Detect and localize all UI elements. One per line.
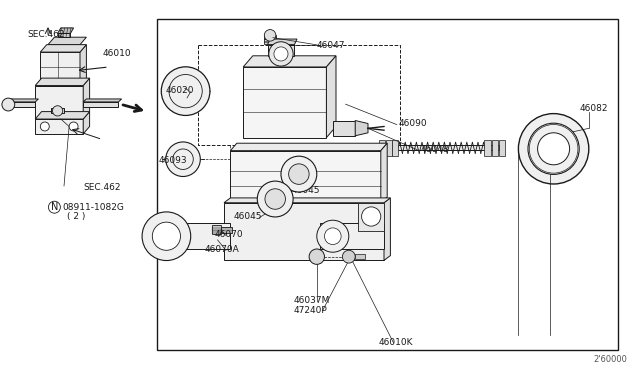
Text: 46010K: 46010K (379, 338, 413, 347)
Polygon shape (355, 121, 368, 136)
Circle shape (52, 106, 63, 116)
Text: SEC.462: SEC.462 (83, 183, 121, 192)
Circle shape (518, 113, 589, 184)
Circle shape (269, 42, 293, 66)
Circle shape (166, 142, 200, 176)
Circle shape (289, 164, 309, 185)
Text: 46070: 46070 (214, 230, 243, 239)
Polygon shape (6, 102, 35, 107)
Polygon shape (268, 45, 294, 56)
Polygon shape (221, 227, 232, 232)
Circle shape (161, 67, 210, 115)
Polygon shape (224, 203, 384, 260)
Circle shape (362, 207, 381, 226)
Polygon shape (320, 223, 384, 249)
Polygon shape (268, 39, 297, 45)
Polygon shape (355, 254, 365, 259)
Polygon shape (384, 198, 390, 260)
Polygon shape (224, 198, 390, 203)
Polygon shape (51, 108, 64, 113)
Polygon shape (58, 28, 74, 33)
Text: 46010: 46010 (102, 49, 131, 58)
Circle shape (142, 212, 191, 260)
Polygon shape (212, 225, 221, 234)
Polygon shape (83, 78, 90, 119)
Text: 46045: 46045 (234, 212, 262, 221)
Bar (157, 19, 618, 350)
Polygon shape (333, 121, 355, 136)
Text: SEC.462: SEC.462 (28, 31, 65, 39)
Polygon shape (83, 102, 118, 107)
Polygon shape (264, 35, 276, 39)
Text: 47240P: 47240P (293, 306, 327, 315)
Circle shape (257, 181, 293, 217)
Circle shape (528, 123, 579, 174)
Polygon shape (243, 56, 336, 67)
Text: 46045: 46045 (291, 186, 320, 195)
Circle shape (2, 98, 15, 111)
Circle shape (309, 249, 324, 264)
Polygon shape (492, 140, 498, 156)
Polygon shape (230, 143, 387, 151)
Polygon shape (6, 99, 38, 102)
Circle shape (342, 250, 355, 263)
Circle shape (265, 189, 285, 209)
Polygon shape (83, 112, 90, 134)
Text: ( 2 ): ( 2 ) (67, 212, 86, 221)
Circle shape (317, 220, 349, 252)
Circle shape (529, 125, 578, 173)
Text: 46037M: 46037M (293, 296, 330, 305)
Text: 08911-1082G: 08911-1082G (63, 203, 125, 212)
Circle shape (281, 156, 317, 192)
Polygon shape (379, 140, 385, 156)
Polygon shape (381, 143, 387, 201)
Polygon shape (83, 99, 122, 102)
Circle shape (324, 228, 341, 244)
Polygon shape (326, 56, 336, 138)
Circle shape (264, 30, 276, 41)
Polygon shape (484, 140, 491, 156)
Polygon shape (392, 140, 398, 156)
Circle shape (538, 133, 570, 165)
Text: 46047: 46047 (317, 41, 346, 50)
Circle shape (274, 47, 288, 61)
Text: 46090: 46090 (398, 119, 427, 128)
Circle shape (69, 122, 78, 131)
Polygon shape (48, 45, 80, 52)
Polygon shape (176, 223, 230, 249)
Polygon shape (35, 112, 90, 119)
Polygon shape (40, 52, 80, 86)
Polygon shape (58, 33, 70, 37)
Text: 46020: 46020 (165, 86, 194, 94)
Polygon shape (35, 78, 90, 86)
Polygon shape (378, 145, 499, 150)
Polygon shape (230, 151, 381, 201)
Polygon shape (499, 140, 505, 156)
Text: 2'60000: 2'60000 (593, 355, 627, 364)
Polygon shape (35, 86, 83, 119)
Polygon shape (35, 119, 83, 134)
Polygon shape (80, 45, 86, 86)
Text: 46082: 46082 (579, 105, 608, 113)
Polygon shape (386, 140, 392, 156)
Polygon shape (264, 39, 276, 44)
Circle shape (40, 122, 49, 131)
Polygon shape (358, 203, 384, 231)
Text: 46048: 46048 (420, 145, 449, 154)
Text: 46093: 46093 (159, 156, 188, 165)
Polygon shape (48, 37, 86, 45)
Polygon shape (243, 67, 326, 138)
Text: N: N (51, 202, 58, 212)
Text: 46070A: 46070A (205, 246, 239, 254)
Polygon shape (40, 45, 86, 52)
Circle shape (152, 222, 180, 250)
